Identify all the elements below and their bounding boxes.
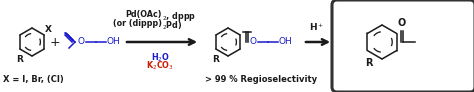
Text: O: O [398,18,406,28]
Text: X: X [45,25,52,34]
FancyBboxPatch shape [332,0,474,92]
Text: (or (dippp): (or (dippp) [113,19,162,28]
Text: +: + [50,36,60,48]
Text: K$_2$CO$_3$: K$_2$CO$_3$ [146,60,174,72]
Text: O: O [249,38,256,46]
Text: R: R [16,55,23,64]
Text: OH: OH [107,38,121,46]
Text: $_2$, dppp: $_2$, dppp [162,10,196,23]
Text: X = I, Br, (Cl): X = I, Br, (Cl) [3,75,64,84]
Text: > 99 % Regioselectivity: > 99 % Regioselectivity [205,75,317,84]
Text: $_2$Pd): $_2$Pd) [162,19,182,31]
Text: H$^+$: H$^+$ [309,21,325,33]
Text: H$_2$O: H$_2$O [151,52,170,64]
Text: OH: OH [279,38,293,46]
Text: Pd(OAc): Pd(OAc) [126,10,162,19]
Text: R: R [212,55,219,64]
Text: R: R [365,58,373,68]
Text: O: O [78,38,84,46]
